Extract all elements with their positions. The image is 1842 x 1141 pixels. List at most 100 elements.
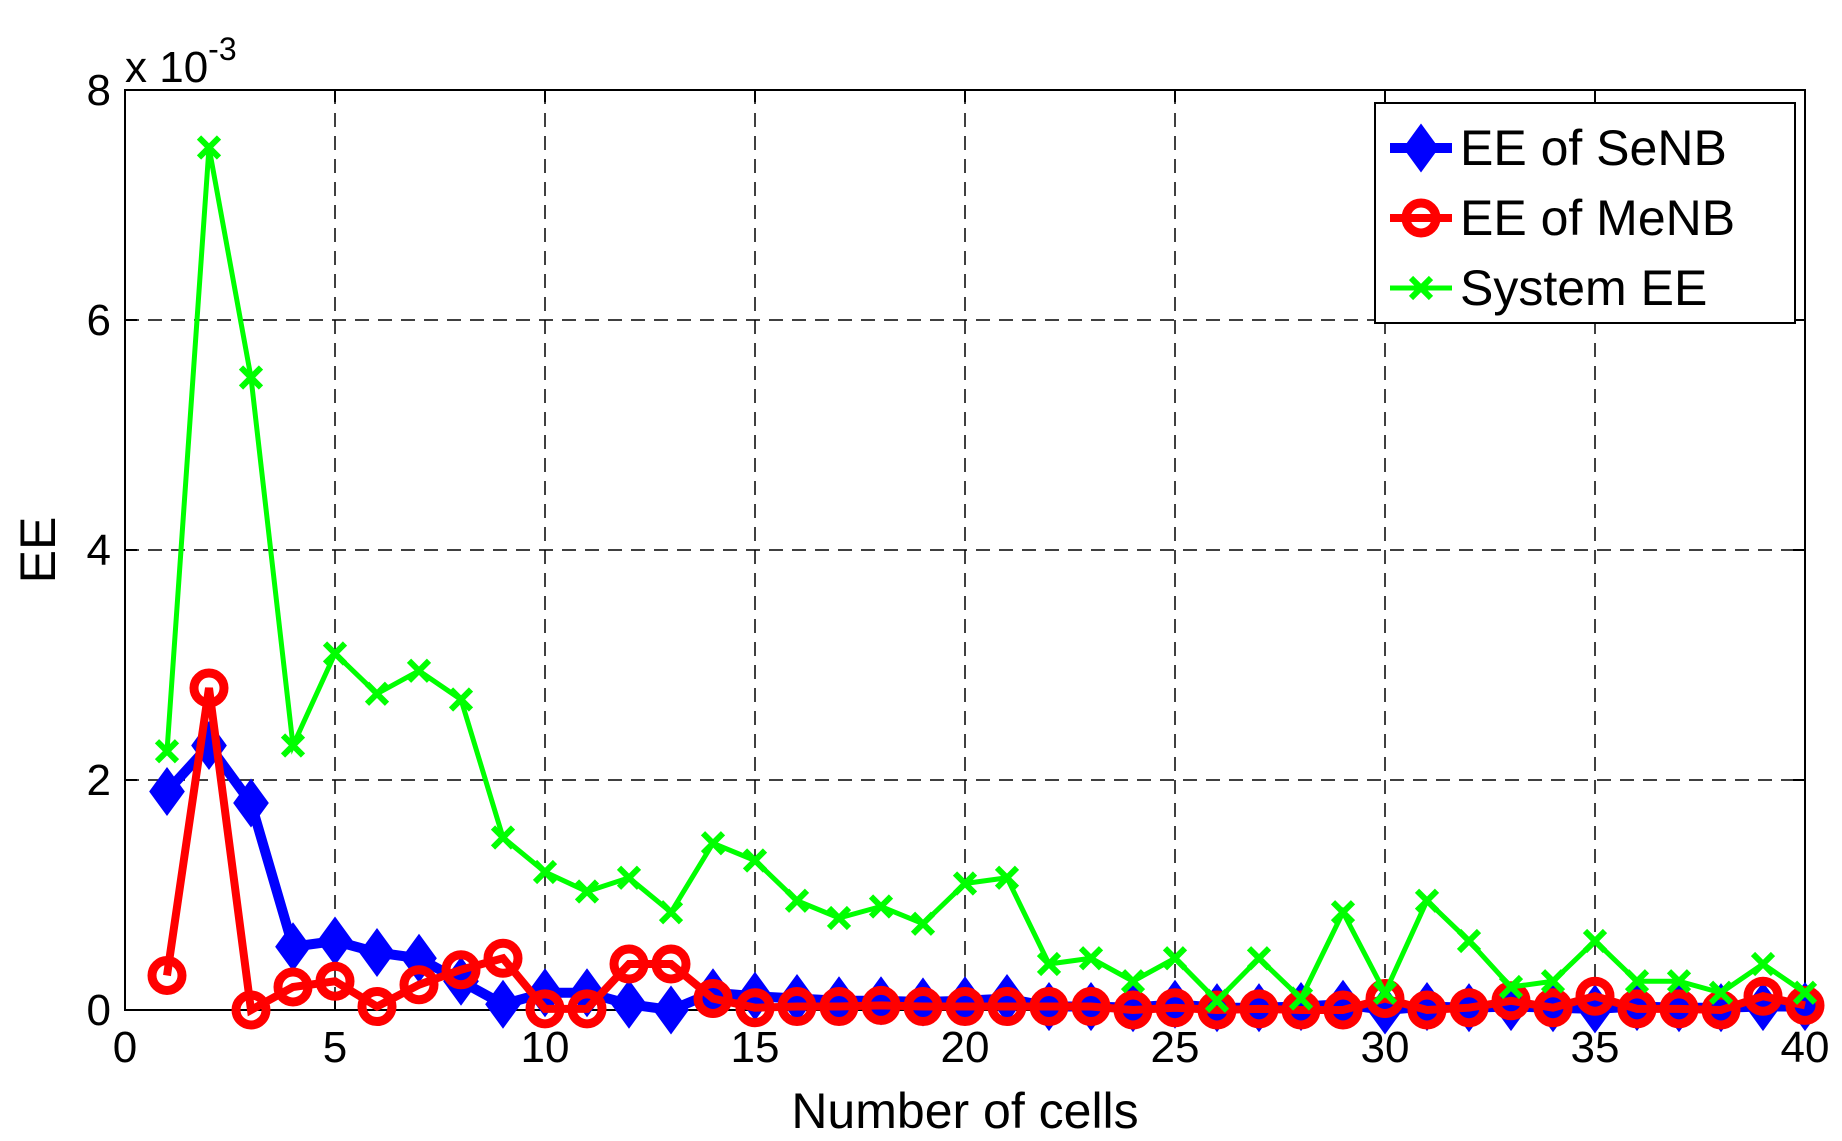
data-point-marker (273, 967, 313, 1007)
data-point-marker (651, 944, 691, 984)
data-point-marker (994, 865, 1020, 890)
data-point-marker (1330, 900, 1356, 925)
data-point-marker (406, 658, 432, 683)
data-point-marker (616, 865, 642, 890)
data-point-marker (1540, 969, 1566, 994)
data-point-marker (1666, 969, 1692, 994)
data-point-marker (359, 927, 395, 978)
data-point-marker (1204, 988, 1230, 1013)
data-point-marker (1029, 987, 1069, 1027)
data-point-marker (1155, 988, 1195, 1028)
data-point-marker (1036, 951, 1062, 977)
data-point-marker (1239, 989, 1279, 1029)
data-point-marker (1575, 976, 1615, 1016)
data-point-marker (1120, 969, 1146, 994)
data-point-marker (1659, 989, 1699, 1029)
data-point-marker (280, 733, 306, 758)
data-point-marker (483, 938, 523, 978)
data-point-marker (238, 365, 264, 390)
data-point-marker (777, 987, 817, 1027)
data-point-marker (903, 987, 943, 1027)
x-tick-label: 5 (323, 1023, 347, 1072)
series-line (164, 147, 1807, 1005)
y-tick-label: 2 (87, 756, 111, 805)
data-point-marker (525, 989, 565, 1029)
data-point-marker (1414, 888, 1440, 913)
data-point-marker (1582, 928, 1608, 954)
y-tick-label: 8 (87, 66, 111, 115)
data-point-marker (735, 988, 775, 1028)
data-point-marker (700, 831, 726, 856)
y-multiplier-base: x 10 (125, 43, 208, 92)
data-point-marker (490, 825, 516, 850)
data-point-marker (1617, 989, 1657, 1029)
data-point-marker (322, 641, 348, 666)
x-tick-label: 0 (113, 1023, 137, 1072)
data-point-marker (532, 859, 558, 885)
legend-entry: System EE (1390, 260, 1707, 316)
data-point-marker (1708, 980, 1734, 1005)
data-point-marker (653, 985, 689, 1035)
data-point-marker (147, 956, 187, 995)
data-point-marker (784, 888, 810, 913)
x-tick-label: 15 (731, 1023, 780, 1072)
series-line (163, 687, 1806, 1017)
data-point-marker (154, 739, 180, 764)
data-point-marker (1246, 946, 1272, 971)
data-point-marker (1407, 990, 1447, 1030)
legend-marker (1401, 198, 1441, 238)
data-point-marker (910, 911, 936, 936)
data-point-marker (233, 778, 269, 828)
y-tick-label: 4 (87, 526, 111, 575)
y-axis-label: EE (10, 517, 66, 584)
data-point-marker (868, 894, 894, 919)
x-tick-label: 25 (1151, 1023, 1200, 1072)
data-point-marker (1624, 969, 1650, 994)
data-point-marker (441, 950, 481, 990)
data-point-marker (315, 961, 355, 1001)
data-point-marker (952, 871, 978, 896)
data-point-marker (658, 900, 684, 925)
legend: EE of SeNB EE of MeNB System EE (1374, 102, 1796, 324)
y-axis-multiplier: x 10-3 (125, 31, 237, 92)
data-point-marker (826, 905, 852, 931)
data-point-marker (1750, 951, 1776, 977)
data-point-marker (1071, 987, 1111, 1027)
data-point-marker (1288, 986, 1314, 1011)
data-point-marker (1078, 946, 1104, 971)
data-point-marker (149, 766, 185, 817)
data-point-marker (1792, 980, 1818, 1005)
data-point-marker (945, 987, 985, 1027)
data-point-marker (231, 990, 271, 1030)
data-point-marker (567, 989, 607, 1029)
series-layer (147, 135, 1825, 1035)
grid-lines (125, 90, 1805, 1010)
data-point-marker (574, 879, 600, 904)
legend-label: System EE (1460, 260, 1707, 316)
data-point-marker (364, 681, 390, 706)
data-point-marker (1456, 928, 1482, 954)
data-point-marker (693, 979, 733, 1018)
data-point-marker (987, 987, 1027, 1027)
data-point-marker (1498, 974, 1524, 1000)
x-tick-label: 40 (1781, 1023, 1830, 1072)
data-point-marker (861, 985, 901, 1025)
legend-label: EE of SeNB (1460, 120, 1727, 176)
y-tick-label: 6 (87, 296, 111, 345)
series-system-ee (154, 135, 1818, 1013)
data-point-marker (1743, 976, 1783, 1016)
y-tick-label: 0 (87, 986, 111, 1035)
data-point-marker (742, 848, 768, 873)
data-point-marker (1372, 980, 1398, 1005)
legend-marker (1408, 275, 1434, 301)
series-ee-of-menb (147, 668, 1825, 1030)
data-point-marker (1162, 946, 1188, 971)
legend-marker (1403, 123, 1439, 173)
data-point-marker (189, 668, 229, 708)
data-point-marker (819, 987, 859, 1027)
data-point-marker (611, 979, 647, 1029)
x-axis-label: Number of cells (791, 1083, 1138, 1139)
data-point-marker (1365, 979, 1405, 1018)
x-tick-label: 10 (521, 1023, 570, 1072)
